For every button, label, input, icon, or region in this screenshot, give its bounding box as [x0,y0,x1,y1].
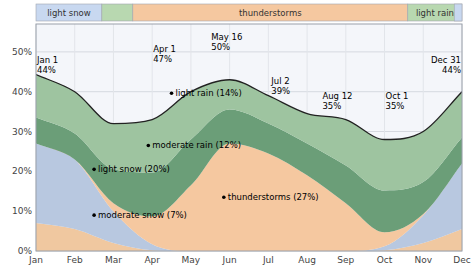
x-tick-label: Dec [453,255,470,265]
annotation-line: Dec 31 [431,55,461,65]
area-layer [36,75,462,191]
header-label: thunderstorms [239,8,302,18]
x-tick-label: Sep [337,255,354,265]
label-dot [170,91,174,95]
header-band [36,4,102,21]
annotation-line: 47% [153,54,172,64]
point-annotation: Dec 3144% [431,55,461,75]
annotation-line: Apr 1 [153,44,176,54]
header-band [133,4,408,21]
header-label: light snow [47,8,91,18]
annotation-line: 44% [442,65,461,75]
y-tick-label: 50% [12,47,32,57]
header-band [102,4,133,21]
header-label: light rain [416,8,454,18]
point-annotation: Apr 147% [153,44,176,64]
x-tick-label: May [182,255,201,265]
series-label: thunderstorms (27%) [228,192,319,202]
label-dot [147,144,151,148]
annotation-line: Oct 1 [386,91,409,101]
plot-frame [36,24,462,251]
x-tick-label: Oct [377,255,393,265]
grid-line [36,51,462,52]
x-tick-label: Jan [28,255,43,265]
point-annotation: Jan 144% [36,55,58,75]
annotation-line: 39% [271,86,290,96]
series-label: light snow (20%) [98,164,170,174]
series-label: light rain (14%) [176,88,242,98]
x-tick-label: Nov [414,255,432,265]
series-label: moderate snow (7%) [98,210,187,220]
y-tick-label: 10% [12,206,32,216]
total-line [36,75,462,140]
x-tick-label: Aug [298,255,316,265]
point-annotation: Jul 239% [270,76,290,96]
chart: 0%10%20%30%40%50%JanFebMarAprMayJunJulAu… [0,0,474,271]
label-dot [92,213,96,217]
annotation-line: Jul 2 [270,76,289,86]
x-tick-label: Mar [105,255,122,265]
point-annotation: May 1650% [211,32,242,52]
point-annotation: Oct 135% [386,91,409,111]
annotation-line: 50% [211,42,230,52]
x-tick-label: Jun [222,255,237,265]
label-dot [92,168,96,172]
annotation-line: Aug 12 [322,91,352,101]
x-tick-label: Jul [262,255,274,265]
annotation-line: May 16 [211,32,242,42]
y-tick-label: 40% [12,87,32,97]
annotation-line: 44% [37,65,56,75]
annotation-line: 35% [386,101,405,111]
plot-area [36,75,462,251]
y-tick-label: 30% [12,127,32,137]
plot-background [36,24,462,251]
annotation-line: Jan 1 [36,55,58,65]
series-label: moderate rain (12%) [152,140,241,150]
y-tick-label: 20% [12,166,32,176]
annotation-line: 35% [322,101,341,111]
x-tick-label: Apr [144,255,160,265]
point-annotation: Aug 1235% [322,91,352,111]
header-band [454,4,462,21]
label-dot [222,195,226,199]
header-band [408,4,462,21]
x-tick-label: Feb [67,255,83,265]
